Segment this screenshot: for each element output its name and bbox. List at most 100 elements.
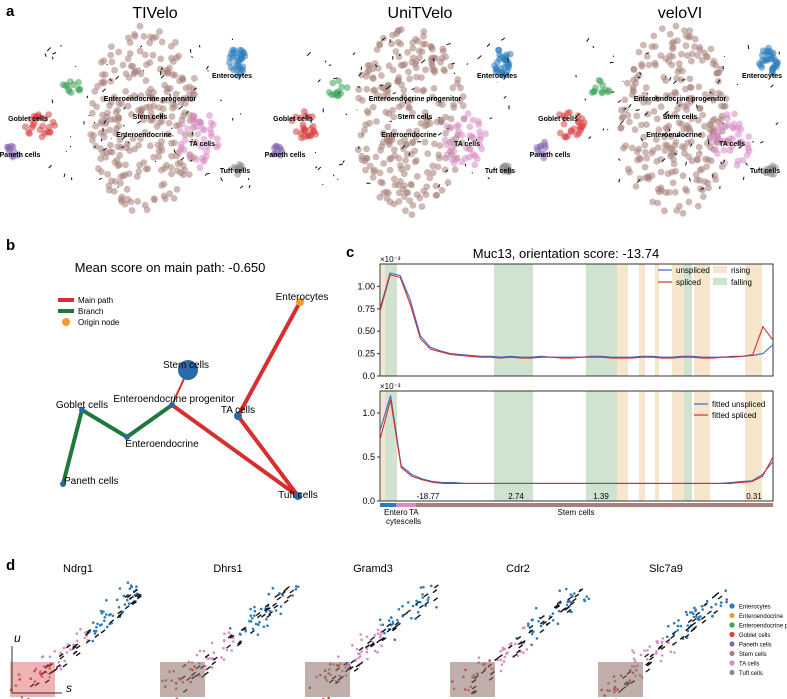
cell-dot-stem xyxy=(357,131,365,139)
velocity-arrow xyxy=(539,615,545,620)
velocity-arrow xyxy=(236,642,242,647)
cell-dot-goblet xyxy=(39,122,47,130)
cell-dot xyxy=(123,603,127,606)
velocity-arrow xyxy=(528,629,534,634)
cell-dot-stem xyxy=(400,92,408,100)
cell-dot-stem xyxy=(112,178,119,185)
cell-dot xyxy=(632,651,636,654)
cell-dot xyxy=(391,622,395,625)
cell-dot-stem xyxy=(633,148,641,156)
cell-dot-ta xyxy=(476,141,483,149)
panel-b-graph: Mean score on main path: -0.650 Main pat… xyxy=(56,260,329,501)
cell-dot-stem xyxy=(426,119,434,127)
cell-dot-stem xyxy=(385,62,393,70)
cell-dot-stem xyxy=(378,143,385,150)
cell-dot-stem xyxy=(707,157,715,165)
velocity-arrow xyxy=(567,596,573,601)
legend-dot-enterocytes xyxy=(729,603,735,609)
velocity-arrow xyxy=(381,37,386,41)
cell-dot xyxy=(34,667,38,671)
cell-dot-stem xyxy=(664,142,671,149)
cell-dot xyxy=(279,612,282,616)
cell-dot-stem xyxy=(442,53,450,61)
cell-dot-goblet xyxy=(577,124,585,132)
velocity-arrow xyxy=(264,603,270,608)
cell-dot xyxy=(249,614,253,617)
cell-dot-stem xyxy=(151,196,158,204)
cell-dot-stem xyxy=(159,97,167,104)
cell-dot xyxy=(583,598,586,601)
velocity-arrow xyxy=(130,600,136,605)
cell-dot-stem xyxy=(141,51,149,59)
cell-dot-enteroendocrine_progenitor xyxy=(335,77,343,85)
cell-dot-stem xyxy=(116,151,124,159)
cell-dot-stem xyxy=(155,104,163,111)
cluster-label-stem: Stem cells xyxy=(398,114,433,121)
cell-dot-stem xyxy=(100,128,108,136)
cell-dot xyxy=(379,635,382,639)
velocity-arrow xyxy=(649,656,654,661)
cell-dot-stem xyxy=(669,44,677,51)
cell-dot-stem xyxy=(158,38,166,46)
phase-plot-Cdr2: Cdr2 xyxy=(450,563,591,699)
cell-dot xyxy=(232,636,235,640)
cell-dot-stem xyxy=(663,112,671,120)
umap-title: TIVelo xyxy=(132,5,177,22)
cell-dot xyxy=(421,593,424,596)
node-label-stem: Stem cells xyxy=(163,360,209,371)
velocity-arrow xyxy=(775,122,779,126)
falling-region xyxy=(586,391,617,501)
cell-dot-stem xyxy=(111,66,118,74)
edge-branch xyxy=(61,403,174,485)
velocity-arrow xyxy=(684,133,688,137)
velocity-arrow xyxy=(660,645,666,650)
cell-dot-stem xyxy=(124,55,132,63)
chart-legend: unspliced spliced rising falling xyxy=(658,266,752,287)
cell-dot-stem xyxy=(700,193,707,200)
cell-dot xyxy=(48,667,52,670)
score-regions xyxy=(381,264,762,376)
legend-main-path: Main path xyxy=(78,296,113,305)
velocity-arrow xyxy=(385,85,391,90)
cell-dot-stem xyxy=(432,182,440,190)
cell-dot-stem xyxy=(133,173,141,180)
panel-label-c: c xyxy=(346,244,354,261)
cell-dot-stem xyxy=(668,168,676,176)
velocity-arrow xyxy=(713,610,719,615)
velocity-arrow xyxy=(102,127,104,132)
cell-dot xyxy=(381,623,385,627)
velocity-arrow xyxy=(100,629,106,634)
cell-dot-enteroendocrine_progenitor xyxy=(592,84,599,92)
cell-dot-stem xyxy=(642,149,649,156)
cell-dot-stem xyxy=(147,142,154,150)
cell-dot-stem xyxy=(172,122,180,130)
cell-dot-goblet xyxy=(297,114,305,122)
cell-dot-stem xyxy=(108,58,116,66)
cell-dot-stem xyxy=(409,139,416,147)
cell-dot-stem xyxy=(635,48,643,56)
cell-dot xyxy=(435,606,438,609)
velocity-arrow xyxy=(317,79,321,83)
cell-dot-stem xyxy=(430,85,438,92)
cell-dot-stem xyxy=(354,146,362,154)
cell-dot xyxy=(539,624,543,628)
cell-dot xyxy=(551,612,555,615)
cell-dot-stem xyxy=(621,96,629,104)
velocity-arrow xyxy=(672,641,678,646)
cell-dot-stem xyxy=(645,98,652,106)
cell-dot-stem xyxy=(369,103,377,111)
velocity-arrow xyxy=(123,124,125,127)
cell-dot-stem xyxy=(142,77,150,84)
cell-dot-stem xyxy=(125,170,133,178)
cell-dot-stem xyxy=(695,83,703,91)
cell-dot-stem xyxy=(459,139,466,147)
cell-dot-stem xyxy=(164,96,172,104)
cell-dot xyxy=(206,657,209,660)
velocity-arrow xyxy=(180,157,185,161)
velocity-arrow xyxy=(65,150,67,152)
cell-dot xyxy=(232,640,235,643)
cell-dot xyxy=(83,636,87,640)
cell-dot-stem xyxy=(166,84,174,92)
scale-note: ×10⁻³ xyxy=(380,382,401,391)
velocity-arrow xyxy=(427,117,432,120)
